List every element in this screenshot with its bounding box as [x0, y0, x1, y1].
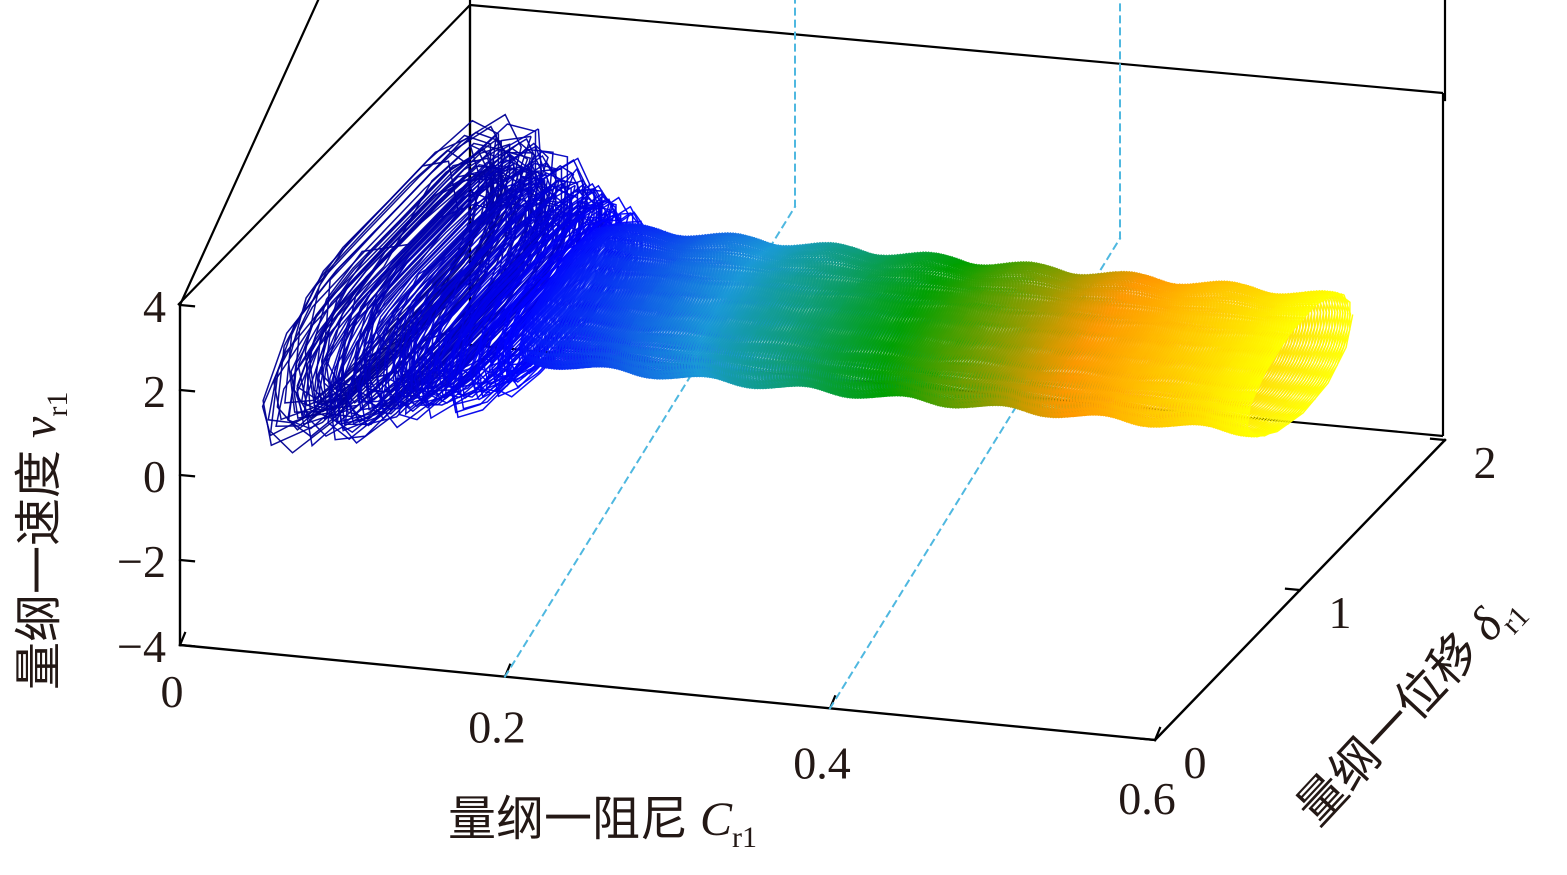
- y-axis-label: 量纲一位移 δr1: [1287, 580, 1536, 841]
- x-axis-line: [178, 643, 1157, 742]
- z-tick-label: 4: [143, 281, 166, 332]
- trajectory-segment: [1228, 289, 1336, 437]
- y-tick: [1284, 587, 1302, 592]
- z-tick: [178, 473, 196, 478]
- x-axis-label: 量纲一阻尼 Cr1: [448, 793, 757, 854]
- y-tick: [1429, 437, 1447, 442]
- trajectory-segment: [1230, 289, 1339, 437]
- z-tick: [178, 643, 196, 648]
- trajectory-segment: [447, 190, 613, 396]
- x-tick: [178, 631, 187, 647]
- z-tick-label: 0: [143, 451, 166, 502]
- box-edge: [178, 0, 320, 307]
- z-tick: [178, 303, 196, 308]
- y-tick-label: 0: [1184, 737, 1207, 788]
- y-tick: [1139, 737, 1157, 742]
- z-tick: [178, 558, 196, 563]
- trajectory-segment: [1244, 291, 1354, 438]
- z-tick-label: 2: [143, 366, 166, 417]
- z-tick-label: −2: [117, 536, 166, 587]
- trajectory-segment: [287, 134, 532, 438]
- z-tick-label: −4: [117, 621, 166, 672]
- z-axis-label: 量纲一速度 vr1: [13, 392, 74, 690]
- y-tick-label: 1: [1329, 587, 1352, 638]
- box-top-edge: [469, 3, 1444, 95]
- trajectory: [261, 113, 1354, 454]
- x-tick-label: 0.2: [468, 702, 526, 753]
- trajectory-segment: [327, 128, 554, 441]
- x-tick-label: 0: [161, 666, 184, 717]
- x-tick-label: 0.6: [1118, 773, 1176, 824]
- z-tick: [178, 388, 196, 393]
- trajectory-segment: [1202, 292, 1301, 428]
- trajectory-segment: [1203, 292, 1304, 429]
- x-tick-label: 0.4: [793, 737, 851, 788]
- trajectory-segment: [262, 113, 522, 447]
- x-tick: [1153, 726, 1162, 742]
- box-left-top-edge: [177, 4, 471, 306]
- y-tick-label: 2: [1474, 437, 1497, 488]
